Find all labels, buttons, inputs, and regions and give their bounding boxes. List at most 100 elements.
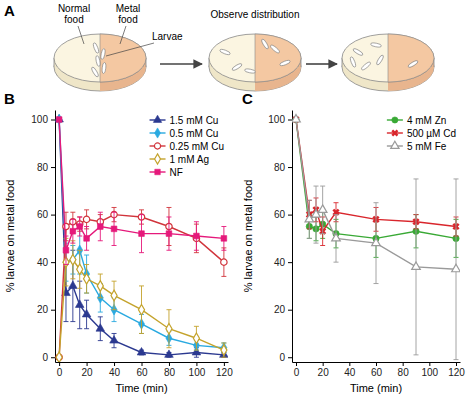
x-tick: 40	[344, 362, 356, 378]
y-tick-label: 20	[37, 304, 49, 315]
error-bar	[84, 265, 89, 294]
error-bar	[70, 219, 75, 243]
legend-label: 0.5 mM Cu	[170, 128, 219, 139]
chart-1: 020406080100120020406080100CTime (min)% …	[242, 90, 465, 394]
x-tick-mark	[403, 362, 404, 366]
x-tick-label: 40	[109, 367, 121, 378]
error-cap	[84, 293, 89, 294]
error-bar	[221, 343, 226, 357]
marker	[97, 281, 103, 292]
error-cap	[70, 278, 75, 279]
error-cap	[84, 209, 89, 210]
marker	[452, 264, 460, 271]
legend-label: 1 mM Ag	[170, 154, 209, 165]
series-line	[59, 120, 224, 355]
x-tick-mark	[349, 362, 350, 366]
error-cap	[221, 226, 226, 227]
x-tick-mark	[142, 362, 143, 366]
error-bar	[166, 310, 171, 348]
y-axis-title: % larvae on metal food	[242, 180, 254, 293]
x-tick: 100	[421, 362, 438, 378]
larva	[352, 48, 363, 57]
x-tick-label: 20	[318, 367, 330, 378]
larva	[407, 60, 418, 69]
marker	[77, 224, 83, 230]
error-bar	[84, 255, 89, 293]
error-cap	[98, 274, 103, 275]
y-tick-mark	[51, 215, 55, 216]
error-cap	[414, 354, 419, 355]
marker	[165, 350, 174, 357]
marker	[70, 228, 76, 234]
error-cap	[63, 285, 68, 286]
marker	[75, 300, 84, 307]
x-tick-mark	[456, 362, 457, 366]
error-cap	[374, 202, 379, 203]
y-tick-label: 60	[274, 209, 286, 220]
x-tick-mark	[323, 362, 324, 366]
pointer	[78, 26, 84, 44]
marker	[56, 117, 62, 123]
plate-top	[342, 34, 434, 82]
legend-swatch-marker	[390, 128, 400, 138]
error-cap	[98, 240, 103, 241]
error-cap	[221, 276, 226, 277]
panel-a: ANormalfoodMetalfoodLarvaeObserve distri…	[4, 2, 434, 91]
y-axis-line	[55, 111, 56, 363]
legend-swatch-marker	[391, 141, 399, 148]
x-tick: 40	[109, 362, 121, 378]
error-cap	[70, 219, 75, 220]
marker	[412, 262, 421, 269]
y-tick: 80	[37, 162, 55, 173]
error-cap	[166, 216, 171, 217]
error-cap	[84, 250, 89, 251]
legend-swatch-marker	[155, 169, 160, 174]
y-tick-label: 80	[274, 162, 286, 173]
marker	[77, 264, 83, 275]
y-tick-label: 80	[37, 162, 49, 173]
x-tick: 20	[82, 362, 94, 378]
marker	[97, 224, 103, 230]
y-tick: 0	[42, 352, 55, 363]
marker	[137, 348, 146, 355]
error-cap	[112, 281, 117, 282]
error-bar	[98, 274, 103, 298]
error-cap	[221, 342, 226, 343]
larva	[370, 42, 381, 47]
y-tick: 100	[268, 114, 292, 125]
series-line	[59, 120, 224, 251]
legend-swatch-marker	[155, 128, 161, 138]
error-cap	[166, 347, 171, 348]
legend: 4 mM Zn500 µM Cd5 mM Fe	[387, 115, 456, 152]
error-cap	[221, 250, 226, 251]
legend-label: 5 mM Fe	[407, 141, 447, 152]
y-tick: 60	[274, 209, 292, 220]
x-tick: 0	[294, 362, 300, 378]
series-line	[59, 215, 224, 358]
legend-entry: 500 µM Cd	[387, 128, 456, 139]
error-cap	[221, 357, 226, 358]
error-cap	[307, 200, 312, 201]
x-tick-mark	[59, 362, 60, 366]
y-tick-mark	[288, 357, 292, 358]
error-bar	[139, 215, 144, 253]
marker	[318, 205, 327, 212]
y-tick: 0	[279, 352, 292, 363]
y-tick-mark	[51, 357, 55, 358]
marker	[221, 345, 227, 356]
series-line	[59, 260, 224, 357]
marker	[332, 233, 341, 240]
legend-entry: 0.25 mM Cu	[150, 141, 224, 152]
step-label: Observe distribution	[211, 9, 300, 20]
y-tick-label: 20	[274, 304, 286, 315]
error-cap	[194, 252, 199, 253]
y-tick-label: 60	[37, 209, 49, 220]
error-cap	[77, 236, 82, 237]
marker	[83, 216, 89, 222]
error-cap	[77, 288, 82, 289]
marker	[221, 236, 227, 242]
error-cap	[194, 357, 199, 358]
metal-half	[100, 34, 146, 82]
error-cap	[98, 312, 103, 313]
legend: 1.5 mM Cu0.5 mM Cu0.25 mM Cu1 mM AgNF	[150, 115, 224, 178]
